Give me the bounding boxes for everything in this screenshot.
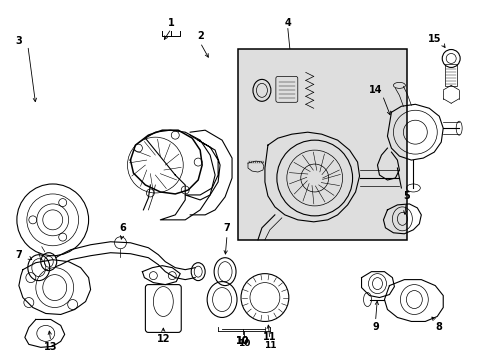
Text: 10: 10 <box>237 339 250 348</box>
Text: 14: 14 <box>368 85 382 95</box>
Text: 10: 10 <box>236 336 249 346</box>
Text: 11: 11 <box>263 341 276 350</box>
Text: 15: 15 <box>427 33 440 44</box>
Bar <box>238 49 407 240</box>
Text: 7: 7 <box>223 223 230 233</box>
Text: 9: 9 <box>371 323 378 332</box>
Text: 4: 4 <box>284 18 291 28</box>
Text: 10: 10 <box>236 336 249 346</box>
Text: 2: 2 <box>196 31 203 41</box>
Text: 13: 13 <box>44 342 58 352</box>
Text: 3: 3 <box>16 36 22 46</box>
Text: 6: 6 <box>119 223 125 233</box>
Text: 11: 11 <box>263 332 276 342</box>
Text: 8: 8 <box>435 323 442 332</box>
Text: 12: 12 <box>156 334 170 345</box>
Text: 7: 7 <box>16 250 22 260</box>
Bar <box>444 64 456 86</box>
Text: 1: 1 <box>167 18 174 28</box>
Text: 5: 5 <box>402 191 409 201</box>
